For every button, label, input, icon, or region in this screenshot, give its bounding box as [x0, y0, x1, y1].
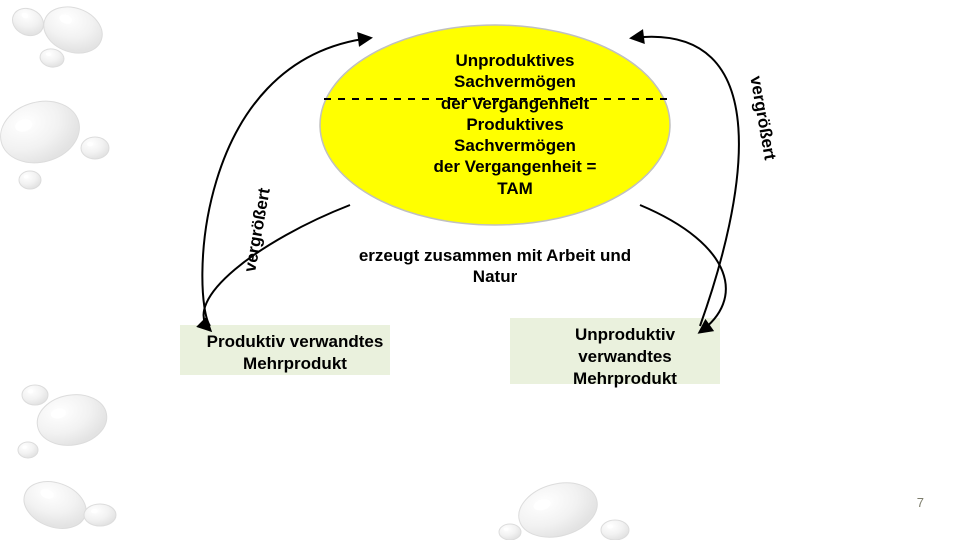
box-productive: Produktiv verwandtesMehrprodukt: [180, 325, 410, 381]
diagram-stage: UnproduktivesSachvermögender Vergangenhe…: [0, 0, 960, 540]
ellipse-upper-text: UnproduktivesSachvermögender Vergangenhe…: [360, 50, 670, 114]
page-number: 7: [917, 495, 924, 510]
produces-text: erzeugt zusammen mit Arbeit undNatur: [295, 245, 695, 288]
ellipse-text: UnproduktivesSachvermögender Vergangenhe…: [360, 50, 670, 199]
ellipse-lower-text: ProduktivesSachvermögender Vergangenheit…: [360, 114, 670, 199]
box-unproductive: UnproduktivverwandtesMehrprodukt: [510, 318, 740, 396]
